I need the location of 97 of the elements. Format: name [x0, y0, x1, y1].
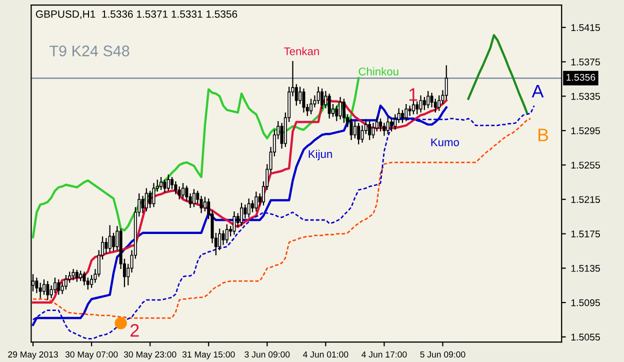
candlestick	[357, 122, 360, 145]
annotation: 2	[130, 324, 139, 337]
annotation: 1	[409, 88, 418, 101]
candlestick	[163, 179, 166, 194]
y-tick-label: 1.5335	[571, 92, 600, 100]
candlestick	[444, 64, 448, 100]
candlestick	[254, 191, 258, 212]
candlestick	[390, 118, 394, 132]
candlestick	[408, 105, 412, 117]
candlestick	[148, 190, 152, 209]
x-tick-label: 29 May 2013	[8, 351, 58, 360]
candlestick	[412, 99, 415, 115]
candlestick	[192, 188, 196, 208]
x-tick-label: 5 Jun 09:00	[420, 351, 466, 358]
line-series	[467, 34, 528, 114]
candlestick	[372, 122, 375, 139]
candlestick	[152, 182, 156, 208]
x-tick-label: 31 May 15:00	[182, 351, 235, 360]
x-tick-label: 3 Jun 09:00	[244, 351, 290, 358]
candlestick	[160, 176, 163, 190]
y-tick-label: 1.5215	[571, 196, 600, 203]
candlestick	[353, 120, 356, 139]
y-tick-label: 1.5095	[571, 299, 600, 306]
annotation: A	[532, 84, 544, 98]
candlestick	[335, 105, 338, 122]
candlestick	[316, 86, 320, 104]
candlestick	[397, 108, 400, 124]
candlestick	[64, 274, 68, 290]
candlestick	[310, 98, 313, 115]
candlestick	[368, 120, 372, 141]
annotation: Tenkan	[284, 47, 319, 56]
y-tick-label: 1.5375	[571, 58, 600, 66]
ref-line-label: 1.5356	[566, 74, 596, 81]
candlestick	[181, 182, 185, 200]
candlestick	[104, 238, 108, 254]
candlestick	[247, 198, 250, 218]
x-tick-label: 4 Jun 17:00	[362, 351, 407, 358]
candlestick	[244, 204, 247, 219]
annotation: B	[538, 128, 548, 142]
candlestick	[144, 188, 148, 212]
candlestick	[342, 98, 346, 124]
annotation: Chinkou	[358, 67, 398, 76]
candlestick	[42, 278, 46, 296]
candlestick	[75, 269, 78, 282]
candlestick	[320, 88, 324, 110]
candlestick	[400, 109, 404, 124]
candlestick	[419, 94, 422, 114]
candlestick	[250, 200, 254, 213]
y-tick-label: 1.5055	[571, 334, 600, 341]
candlestick	[174, 180, 178, 195]
candlestick	[225, 224, 228, 244]
candlestick	[350, 118, 353, 141]
candlestick	[200, 195, 203, 214]
candlestick	[185, 185, 188, 202]
candlestick	[46, 280, 50, 301]
annotation: T9 K24 S48	[50, 46, 130, 56]
candlestick	[108, 224, 112, 252]
candlestick	[178, 186, 181, 200]
line-series	[32, 77, 360, 238]
x-tick-label: 4 Jun 01:00	[303, 351, 348, 358]
candlestick	[170, 176, 174, 190]
candlestick	[141, 195, 144, 214]
chart-title: GBPUSD,H1 1.5336 1.5371 1.5331 1.5356	[36, 10, 238, 20]
y-tick-label: 1.5135	[571, 264, 600, 272]
candlestick	[426, 90, 430, 109]
candlestick	[382, 122, 386, 136]
candlestick	[386, 116, 390, 135]
y-tick-label: 1.5255	[571, 162, 600, 169]
candlestick	[298, 86, 302, 104]
candlestick	[232, 210, 236, 236]
candlestick	[166, 174, 170, 192]
x-tick-label: 30 May 23:00	[124, 351, 176, 360]
candlestick	[422, 96, 426, 111]
candlestick	[53, 277, 56, 294]
x-tick-label: 30 May 07:00	[65, 351, 118, 360]
candlestick	[79, 270, 82, 282]
annotation: Kijun	[308, 150, 332, 160]
candlestick	[57, 278, 60, 296]
annotation: Kumo	[431, 138, 459, 146]
candlestick	[404, 103, 408, 122]
candlestick	[35, 277, 38, 294]
y-tick-label: 1.5295	[571, 127, 600, 134]
candlestick	[38, 282, 42, 299]
candlestick	[82, 271, 86, 286]
candlestick	[72, 268, 75, 281]
candlestick	[338, 96, 342, 120]
candlestick	[302, 88, 306, 114]
candlestick	[379, 118, 382, 132]
candlestick	[203, 196, 206, 212]
candlestick	[328, 93, 331, 120]
y-tick-label: 1.5175	[571, 230, 600, 238]
candlestick	[394, 114, 397, 130]
candlestick	[222, 230, 225, 246]
candlestick	[112, 232, 116, 252]
candlestick	[240, 202, 244, 227]
y-tick-label: 1.5415	[571, 24, 600, 32]
candlestick	[416, 100, 419, 115]
